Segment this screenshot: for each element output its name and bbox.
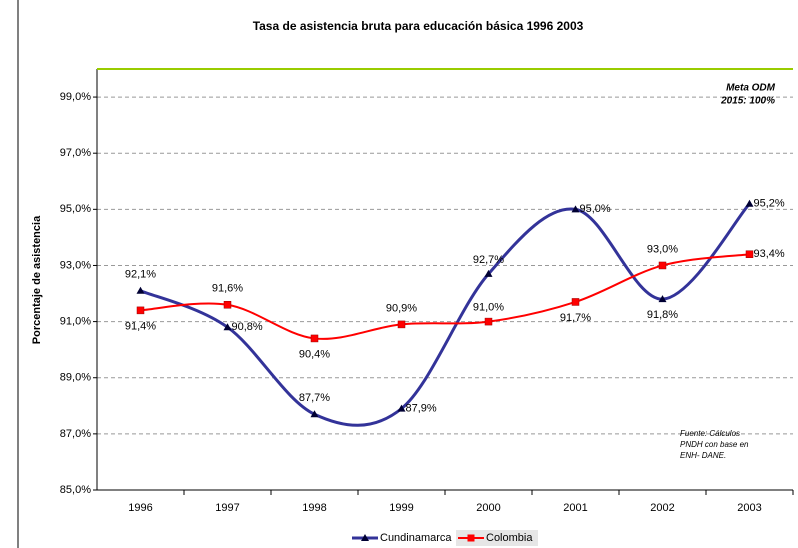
source-note: PNDH con base en (680, 440, 749, 449)
target-label: Meta ODM (726, 83, 776, 94)
value-label: 87,9% (406, 403, 437, 415)
marker (484, 317, 493, 326)
y-tick-label: 93,0% (60, 259, 91, 271)
y-tick-label: 87,0% (60, 428, 91, 440)
marker (484, 269, 493, 277)
marker (571, 298, 580, 306)
marker (223, 301, 232, 309)
marker (310, 410, 319, 418)
x-tick-label: 2000 (476, 502, 500, 514)
value-label: 92,1% (125, 269, 156, 281)
value-label: 95,0% (580, 203, 611, 215)
x-tick-label: 1997 (215, 502, 239, 514)
x-tick-label: 1996 (128, 502, 152, 514)
x-tick-label: 2002 (650, 502, 674, 514)
marker (745, 199, 754, 207)
legend-marker (361, 534, 369, 541)
x-tick-label: 1998 (302, 502, 326, 514)
marker (571, 205, 580, 213)
x-tick-label: 2003 (737, 502, 761, 514)
source-note: Fuente: Cálculos (680, 429, 740, 438)
marker (310, 334, 319, 343)
chart-title: Tasa de asistencia bruta para educación … (253, 19, 584, 33)
source-note: ENH- DANE. (680, 451, 726, 460)
marker (658, 295, 667, 303)
y-tick-label: 85,0% (60, 484, 91, 496)
marker (136, 306, 145, 315)
value-label: 91,6% (212, 283, 243, 295)
value-label: 91,7% (560, 312, 591, 324)
value-label: 93,0% (647, 243, 678, 255)
y-tick-label: 97,0% (60, 147, 91, 159)
y-tick-label: 91,0% (60, 316, 91, 328)
x-tick-label: 1999 (389, 502, 413, 514)
value-label: 90,8% (232, 321, 263, 333)
y-tick-label: 99,0% (60, 91, 91, 103)
y-axis-label: Porcentaje de asistencia (31, 215, 43, 344)
x-tick-label: 2001 (563, 502, 587, 514)
legend-label: Cundinamarca (380, 532, 452, 544)
legend-bg (456, 530, 538, 546)
y-tick-label: 95,0% (60, 203, 91, 215)
value-label: 91,0% (473, 302, 504, 314)
marker (658, 261, 667, 270)
value-label: 93,4% (754, 248, 785, 260)
value-label: 91,8% (647, 309, 678, 321)
legend-marker (467, 534, 475, 542)
marker (223, 323, 232, 331)
marker (136, 286, 145, 294)
value-label: 90,4% (299, 348, 330, 360)
value-label: 95,2% (754, 198, 785, 210)
value-label: 90,9% (386, 302, 417, 314)
series-line (139, 202, 751, 427)
legend-label: Colombia (486, 532, 533, 544)
value-label: 92,7% (473, 254, 504, 266)
marker (745, 250, 754, 258)
value-label: 91,4% (125, 320, 156, 332)
series-line (140, 253, 750, 340)
marker (397, 404, 406, 412)
value-label: 87,7% (299, 392, 330, 404)
target-label: 2015: 100% (720, 96, 775, 107)
marker (397, 320, 406, 329)
y-tick-label: 89,0% (60, 372, 91, 384)
